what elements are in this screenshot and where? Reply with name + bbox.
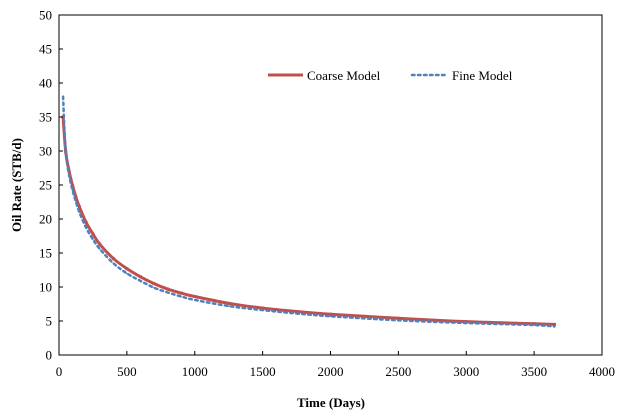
data-point bbox=[63, 128, 66, 131]
data-point bbox=[295, 309, 299, 313]
data-point bbox=[138, 275, 142, 279]
data-point bbox=[77, 205, 81, 209]
data-point bbox=[75, 201, 77, 203]
x-axis-title: Time (Days) bbox=[297, 395, 365, 410]
y-tick-label: 25 bbox=[39, 178, 52, 193]
y-axis-title: Oil Rate (STB/d) bbox=[9, 138, 24, 232]
data-point bbox=[85, 227, 87, 229]
data-point bbox=[464, 320, 468, 324]
legend-label-fine-model: Fine Model bbox=[452, 68, 513, 83]
data-point bbox=[166, 291, 169, 294]
data-point bbox=[126, 272, 128, 275]
x-tick-label: 2500 bbox=[385, 364, 411, 379]
y-tick-label: 20 bbox=[39, 212, 52, 227]
y-tick-label: 35 bbox=[39, 110, 52, 125]
x-tick-label: 1000 bbox=[182, 364, 208, 379]
data-point bbox=[68, 174, 70, 177]
y-tick-label: 0 bbox=[46, 348, 53, 363]
data-point bbox=[329, 315, 332, 318]
data-point bbox=[553, 325, 556, 328]
data-point bbox=[153, 286, 155, 289]
legend-label-coarse-model: Coarse Model bbox=[307, 68, 381, 83]
legend-marker-coarse-model bbox=[283, 73, 287, 77]
data-point bbox=[71, 189, 74, 192]
legend: Coarse Model Fine Model bbox=[268, 68, 513, 83]
data-point bbox=[397, 319, 400, 322]
data-point bbox=[329, 312, 332, 316]
data-point bbox=[152, 282, 156, 286]
data-point bbox=[552, 322, 556, 326]
data-point bbox=[166, 287, 170, 291]
series-line-fine-model bbox=[61, 95, 556, 328]
data-point bbox=[193, 295, 197, 299]
x-tick-label: 500 bbox=[117, 364, 137, 379]
data-point bbox=[98, 242, 102, 246]
data-point bbox=[111, 256, 115, 260]
y-tick-label: 50 bbox=[39, 8, 52, 23]
series-coarse-model bbox=[61, 115, 556, 326]
data-point bbox=[92, 238, 94, 241]
data-point bbox=[74, 195, 78, 199]
y-tick-label: 40 bbox=[39, 76, 52, 91]
data-point bbox=[295, 312, 298, 315]
data-point bbox=[179, 291, 183, 295]
data-point bbox=[139, 280, 142, 282]
x-tick-label: 0 bbox=[56, 364, 63, 379]
data-point bbox=[261, 306, 265, 310]
data-point bbox=[227, 305, 230, 307]
data-point bbox=[98, 248, 101, 250]
data-point bbox=[112, 262, 115, 265]
x-tick-label: 2000 bbox=[318, 364, 344, 379]
data-point bbox=[465, 322, 468, 324]
y-tick-label: 30 bbox=[39, 144, 52, 159]
series-fine-model bbox=[61, 95, 556, 328]
data-point bbox=[91, 232, 95, 236]
data-point bbox=[193, 299, 196, 301]
y-tick-label: 15 bbox=[39, 246, 52, 261]
data-point bbox=[84, 220, 88, 224]
y-tick-label: 45 bbox=[39, 42, 52, 57]
y-tick-label: 10 bbox=[39, 280, 52, 295]
x-tick-label: 3500 bbox=[521, 364, 547, 379]
data-point bbox=[180, 295, 182, 298]
data-point bbox=[125, 267, 129, 271]
data-point bbox=[396, 316, 400, 320]
data-point bbox=[62, 95, 64, 98]
data-point bbox=[261, 309, 264, 311]
data-point bbox=[532, 322, 536, 326]
y-tick-label: 5 bbox=[46, 314, 53, 329]
data-point bbox=[64, 152, 67, 155]
x-tick-label: 3000 bbox=[453, 364, 479, 379]
x-tick-label: 4000 bbox=[589, 364, 615, 379]
data-point bbox=[227, 301, 231, 305]
x-tick-label: 1500 bbox=[250, 364, 276, 379]
data-point bbox=[533, 324, 535, 326]
data-point bbox=[78, 211, 81, 213]
